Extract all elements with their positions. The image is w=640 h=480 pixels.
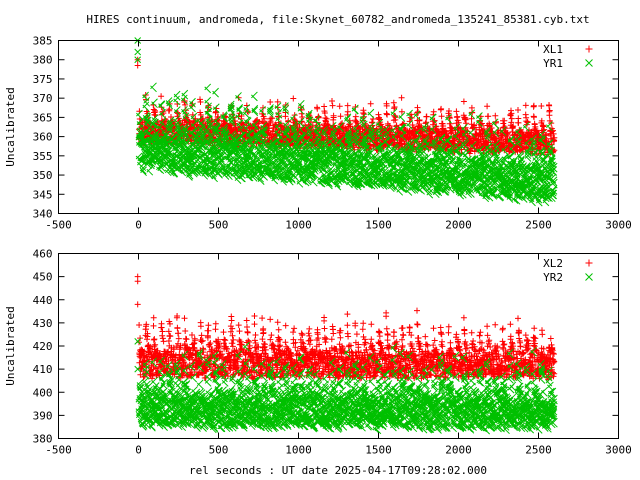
x-tick-label: 1500 — [365, 219, 392, 232]
top-panel: -500 0 500 1000 1500 2000 2500 3000 340 345 350 355… — [4, 35, 632, 232]
bottom-ylabel: Uncalibrated — [4, 306, 17, 385]
y-tick-label: 440 — [33, 294, 53, 307]
legend-label-yr2: YR2 — [543, 271, 563, 284]
bottom-panel: -500 0 500 1000 1500 2000 2500 3000 380 390 400 410… — [4, 248, 632, 478]
x-axis-label: rel seconds : UT date 2025-04-17T09:28:0… — [189, 464, 487, 477]
top-ylabel: Uncalibrated — [4, 87, 17, 166]
y-tick-label: 350 — [33, 169, 53, 182]
x-tick-label: 1500 — [365, 444, 392, 457]
y-tick-label: 390 — [33, 409, 53, 422]
bottom-legend: XL2 YR2 — [543, 257, 593, 284]
y-tick-label: 355 — [33, 150, 53, 163]
y-tick-label: 360 — [33, 131, 53, 144]
y-tick-label: 340 — [33, 208, 53, 221]
x-tick-label: 500 — [209, 219, 229, 232]
top-panel-ticks: -500 0 500 1000 1500 2000 2500 3000 340 345 350 355… — [33, 35, 632, 232]
x-tick-label: -500 — [45, 219, 72, 232]
bottom-panel-frame — [58, 253, 619, 439]
y-tick-label: 460 — [33, 248, 53, 261]
x-tick-label: 2000 — [445, 444, 472, 457]
y-tick-label: 380 — [33, 54, 53, 67]
x-tick-label: 3000 — [605, 444, 632, 457]
legend-marker-xl1 — [585, 45, 593, 53]
x-tick-label: 2000 — [445, 219, 472, 232]
legend-marker-xl2 — [585, 259, 593, 267]
y-tick-label: 450 — [33, 271, 53, 284]
legend-label-yr1: YR1 — [543, 57, 563, 70]
x-tick-label: 2500 — [525, 444, 552, 457]
legend-marker-yr2 — [585, 273, 593, 281]
y-tick-label: 420 — [33, 340, 53, 353]
legend-label-xl1: XL1 — [543, 43, 563, 56]
x-tick-label: 0 — [135, 219, 142, 232]
x-tick-label: 1000 — [285, 219, 312, 232]
legend-marker-xl2 — [585, 259, 593, 267]
x-tick-label: 2500 — [525, 219, 552, 232]
bottom-panel-ticks: -500 0 500 1000 1500 2000 2500 3000 380 390 400 410… — [33, 248, 632, 457]
x-tick-label: 0 — [135, 444, 142, 457]
y-tick-label: 370 — [33, 92, 53, 105]
x-tick-label: 500 — [209, 444, 229, 457]
legend-marker-yr2 — [585, 273, 593, 281]
y-tick-label: 385 — [33, 35, 53, 48]
series-points-yr2 — [134, 338, 558, 435]
y-tick-label: 400 — [33, 386, 53, 399]
y-tick-label: 430 — [33, 317, 53, 330]
legend-label-xl2: XL2 — [543, 257, 563, 270]
chart-title: HIRES continuum, andromeda, file:Skynet_… — [86, 13, 589, 26]
y-tick-label: 365 — [33, 111, 53, 124]
series-yr1 — [134, 37, 558, 207]
y-tick-label: 410 — [33, 363, 53, 376]
x-tick-label: 1000 — [285, 444, 312, 457]
y-tick-label: 375 — [33, 73, 53, 86]
x-tick-label: 3000 — [605, 219, 632, 232]
top-panel-frame — [58, 40, 619, 214]
series-yr2 — [134, 338, 558, 435]
legend-marker-yr1 — [585, 59, 593, 67]
series-points-yr1 — [134, 37, 558, 207]
legend-marker-xl1 — [585, 45, 593, 53]
y-tick-label: 380 — [33, 433, 53, 446]
top-legend: XL1 YR1 — [543, 43, 593, 70]
x-tick-label: -500 — [45, 444, 72, 457]
legend-marker-yr1 — [585, 59, 593, 67]
y-tick-label: 345 — [33, 188, 53, 201]
